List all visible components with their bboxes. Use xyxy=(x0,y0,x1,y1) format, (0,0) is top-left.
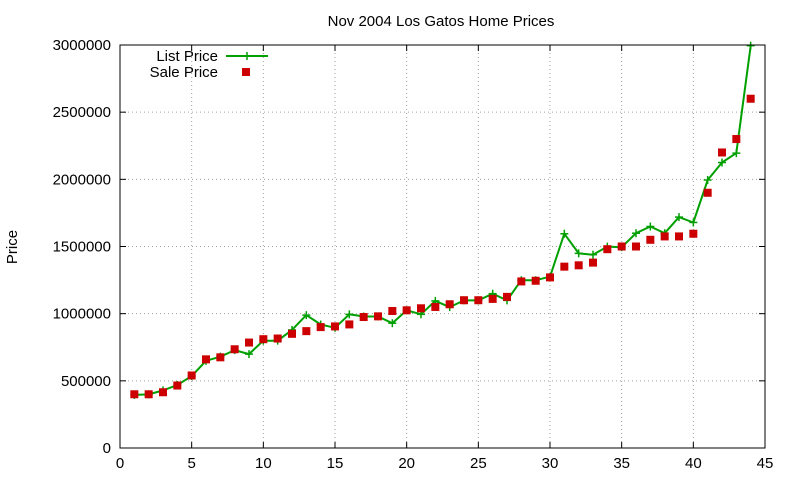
data-point-list-price xyxy=(302,311,311,320)
data-point-sale-price xyxy=(173,381,182,390)
legend-marker-sale-price xyxy=(242,68,250,76)
x-tick-label: 10 xyxy=(255,455,272,472)
series-list-price xyxy=(130,41,755,399)
y-tick-label: 1000000 xyxy=(53,306,111,323)
data-point-sale-price xyxy=(202,355,210,364)
data-point-sale-price xyxy=(617,242,626,251)
data-point-sale-price xyxy=(402,306,411,315)
data-point-sale-price xyxy=(144,390,153,399)
data-point-list-price xyxy=(388,319,397,328)
data-point-sale-price xyxy=(216,353,225,362)
legend-label-sale-price: Sale Price xyxy=(150,64,218,81)
y-tick-label: 0 xyxy=(103,440,111,457)
y-tick-label: 2000000 xyxy=(53,171,111,188)
ticks: 0 5 10 15 20 25 30 35 40 45 0 500000 1000000 1500000 2… xyxy=(53,37,774,472)
data-point-list-price xyxy=(632,229,640,238)
data-point-list-price xyxy=(589,250,597,259)
y-axis-label: Price xyxy=(4,230,21,264)
data-point-sale-price xyxy=(603,245,612,254)
data-point-sale-price xyxy=(230,345,239,354)
x-tick-label: 0 xyxy=(116,455,124,472)
data-point-sale-price xyxy=(531,276,540,285)
data-point-sale-price xyxy=(589,258,597,267)
series-layer xyxy=(130,41,755,399)
data-point-list-price xyxy=(689,218,698,227)
data-point-sale-price xyxy=(445,300,454,309)
legend-label-list-price: List Price xyxy=(156,48,218,65)
plot-border xyxy=(119,44,766,449)
data-point-sale-price xyxy=(302,327,311,336)
data-point-sale-price xyxy=(345,320,354,329)
data-point-list-price xyxy=(245,350,253,359)
data-point-sale-price xyxy=(331,322,339,331)
data-point-sale-price xyxy=(273,334,282,343)
data-point-sale-price xyxy=(546,273,554,282)
series-line-list-price xyxy=(134,45,752,396)
x-tick-label: 45 xyxy=(757,455,774,472)
x-tick-label: 40 xyxy=(685,455,702,472)
x-tick-label: 5 xyxy=(187,455,195,472)
y-tick-label: 2500000 xyxy=(53,104,111,121)
data-point-sale-price xyxy=(488,294,497,303)
data-point-sale-price xyxy=(660,232,669,241)
data-point-sale-price xyxy=(689,229,698,238)
data-point-sale-price xyxy=(718,148,726,157)
data-point-list-price xyxy=(718,158,726,167)
x-tick-label: 25 xyxy=(470,455,487,472)
x-tick-label: 35 xyxy=(613,455,630,472)
grid xyxy=(120,45,765,448)
series-sale-price xyxy=(130,94,755,399)
data-point-sale-price xyxy=(316,323,325,332)
y-tick-label: 1500000 xyxy=(53,239,111,256)
data-point-sale-price xyxy=(646,235,655,244)
data-point-sale-price xyxy=(517,277,526,286)
data-point-sale-price xyxy=(159,388,167,397)
data-point-list-price xyxy=(574,249,583,258)
y-tick-label: 500000 xyxy=(61,373,111,390)
data-point-sale-price xyxy=(560,262,569,271)
data-point-sale-price xyxy=(746,94,755,103)
data-point-sale-price xyxy=(417,304,425,313)
data-point-sale-price xyxy=(374,312,382,321)
data-point-list-price xyxy=(560,229,569,238)
data-point-list-price xyxy=(703,176,712,185)
data-point-sale-price xyxy=(460,296,468,305)
data-point-sale-price xyxy=(288,329,296,338)
data-point-sale-price xyxy=(245,338,253,347)
data-point-list-price xyxy=(732,149,741,158)
data-point-sale-price xyxy=(474,296,483,305)
data-point-sale-price xyxy=(130,390,139,399)
legend-marker-list-price xyxy=(243,52,251,60)
y-tick-label: 3000000 xyxy=(53,37,111,54)
data-point-sale-price xyxy=(632,242,640,251)
x-tick-label: 30 xyxy=(542,455,559,472)
data-point-list-price xyxy=(746,41,755,50)
data-point-sale-price xyxy=(732,135,741,144)
data-point-list-price xyxy=(675,213,683,222)
data-point-sale-price xyxy=(359,313,368,322)
data-point-sale-price xyxy=(259,335,268,344)
data-point-sale-price xyxy=(675,232,683,241)
x-tick-label: 15 xyxy=(327,455,344,472)
data-point-list-price xyxy=(345,310,354,319)
data-point-sale-price xyxy=(187,371,196,380)
data-point-list-price xyxy=(646,222,655,231)
x-tick-label: 20 xyxy=(398,455,415,472)
data-point-sale-price xyxy=(431,302,440,311)
data-point-sale-price xyxy=(574,261,583,270)
data-point-sale-price xyxy=(703,188,712,197)
data-point-sale-price xyxy=(503,292,511,301)
data-point-sale-price xyxy=(388,306,397,315)
chart-title: Nov 2004 Los Gatos Home Prices xyxy=(328,13,555,30)
